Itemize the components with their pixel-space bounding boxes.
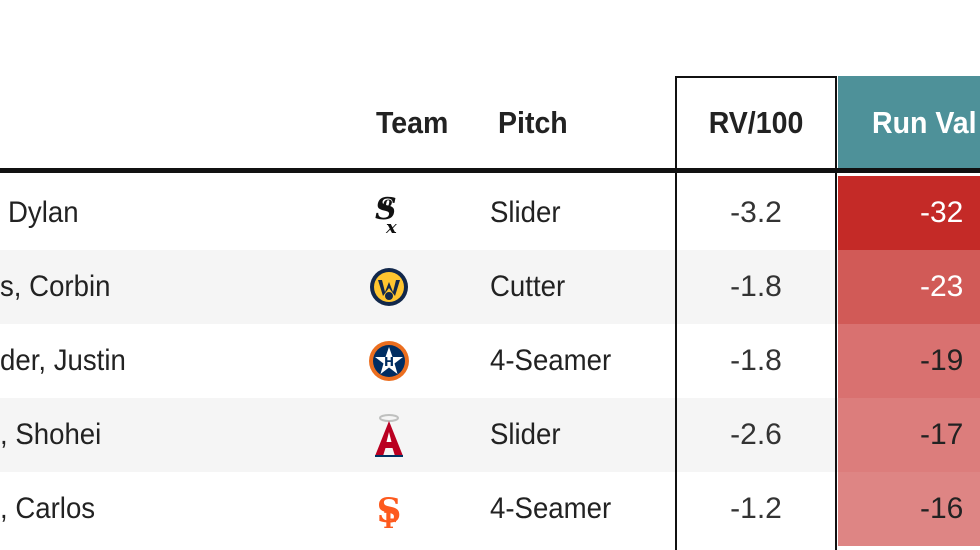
pitch-type: 4-Seamer bbox=[490, 344, 612, 377]
run-value-cell-bg bbox=[838, 176, 980, 250]
player-name: s, Corbin bbox=[0, 270, 111, 303]
brewers-logo-icon bbox=[364, 250, 414, 324]
player-name: , Shohei bbox=[0, 418, 102, 451]
run-value-cell-bg bbox=[838, 398, 980, 472]
astros-logo-icon: H bbox=[364, 324, 414, 398]
svg-text:H: H bbox=[384, 355, 394, 369]
pitch-type: Slider bbox=[490, 196, 561, 229]
run-value: -17 bbox=[920, 418, 964, 451]
rv100-value: -1.8 bbox=[730, 270, 782, 303]
run-value-cell-bg bbox=[838, 324, 980, 398]
column-header-team[interactable]: Team bbox=[376, 105, 449, 140]
run-value: -19 bbox=[920, 344, 964, 377]
svg-text:S: S bbox=[377, 491, 402, 531]
table-row: s, Corbin Cutter -1.8 -23 bbox=[0, 250, 980, 324]
table-row: , Carlos S F 4-Seamer -1.2 -16 bbox=[0, 472, 980, 546]
table-row: , Shohei Slider -2.6 -17 bbox=[0, 398, 980, 472]
table-row bbox=[0, 398, 980, 472]
column-header-rv100[interactable]: RV/100 bbox=[708, 105, 804, 140]
player-name: Dylan bbox=[8, 196, 79, 229]
table-row bbox=[0, 250, 980, 324]
svg-text:o: o bbox=[383, 195, 392, 211]
rv100-value: -3.2 bbox=[730, 196, 782, 229]
rv100-value: -1.8 bbox=[730, 344, 782, 377]
rv100-value: -1.2 bbox=[730, 492, 782, 525]
angels-logo-icon bbox=[364, 398, 414, 472]
pitch-type: Slider bbox=[490, 418, 561, 451]
pitch-type: 4-Seamer bbox=[490, 492, 612, 525]
run-value-cell-bg bbox=[838, 250, 980, 324]
player-name: der, Justin bbox=[0, 344, 126, 377]
rv100-column-top-border bbox=[675, 76, 837, 78]
rv100-value: -2.6 bbox=[730, 418, 782, 451]
column-header-run-value[interactable]: Run Val bbox=[872, 105, 977, 140]
run-value: -16 bbox=[920, 492, 964, 525]
table-row: Dylan S x o Slider -3.2 -32 bbox=[0, 176, 980, 250]
svg-text:x: x bbox=[385, 217, 397, 237]
header-divider bbox=[0, 168, 980, 173]
run-value: -32 bbox=[920, 196, 964, 229]
giants-logo-icon: S F bbox=[364, 472, 414, 546]
player-name: , Carlos bbox=[0, 492, 96, 525]
run-value-cell-bg bbox=[838, 472, 980, 546]
white-sox-logo-icon: S x o bbox=[364, 176, 414, 250]
column-header-pitch[interactable]: Pitch bbox=[498, 105, 568, 140]
pitch-type: Cutter bbox=[490, 270, 566, 303]
rv100-column-frame bbox=[675, 76, 837, 550]
svg-text:F: F bbox=[383, 508, 399, 532]
svg-text:S: S bbox=[375, 192, 397, 227]
table-row: der, Justin H 4-Seamer -1.8 -19 bbox=[0, 324, 980, 398]
run-value: -23 bbox=[920, 270, 964, 303]
run-value-header-bg bbox=[838, 76, 980, 170]
